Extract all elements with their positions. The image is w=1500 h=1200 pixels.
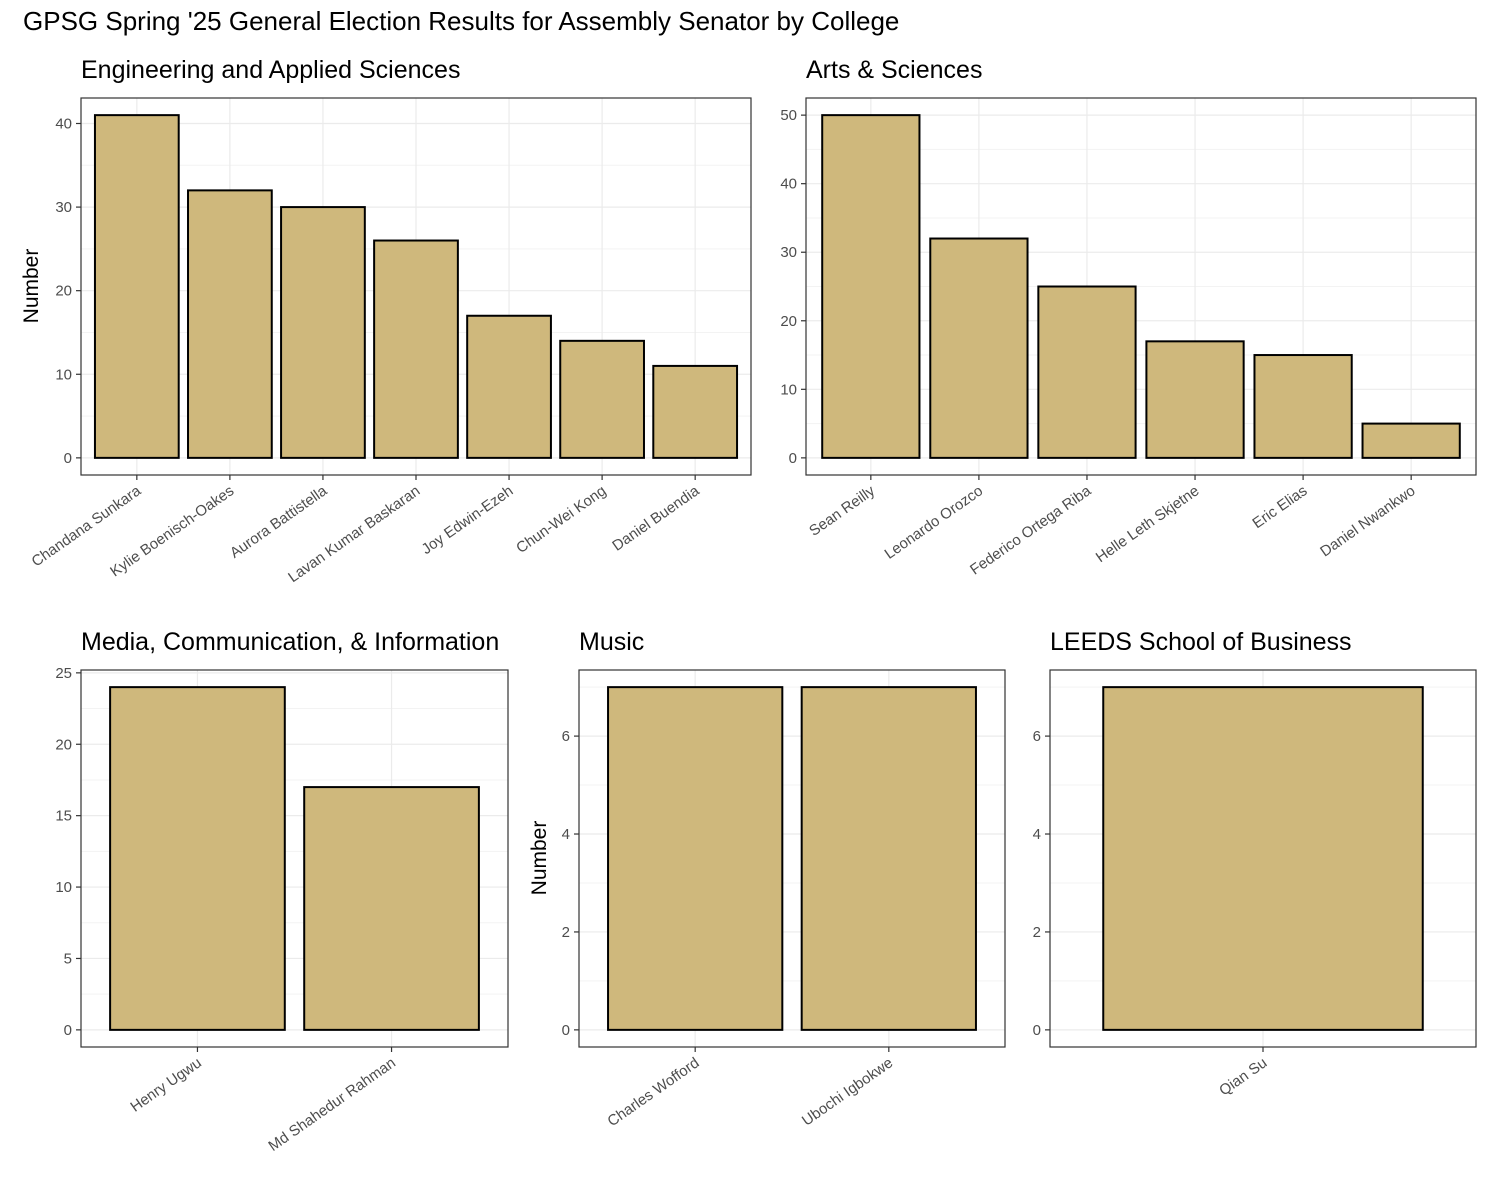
y-tick-label: 4 (562, 826, 570, 843)
y-tick-label: 30 (780, 244, 797, 261)
panel-title-leeds: LEEDS School of Business (1050, 628, 1352, 656)
bar (821, 114, 921, 459)
y-tick-label: 15 (55, 808, 72, 825)
bar (800, 686, 977, 1031)
y-tick-label: 10 (780, 381, 797, 398)
bar (1145, 340, 1245, 459)
y-tick-label: 0 (64, 450, 72, 467)
bar (466, 314, 552, 459)
figure-title: GPSG Spring '25 General Election Results… (23, 6, 900, 36)
bar (303, 786, 480, 1031)
y-tick-label: 0 (789, 450, 797, 467)
bar (1253, 354, 1353, 459)
bar (1037, 285, 1137, 459)
bar (1102, 686, 1424, 1031)
y-tick-label: 0 (1033, 1022, 1041, 1039)
y-tick-label: 10 (55, 879, 72, 896)
y-tick-label: 4 (1033, 826, 1041, 843)
panel-border (578, 669, 1006, 1048)
y-tick-label: 2 (1033, 924, 1041, 941)
y-tick-label: 40 (780, 176, 797, 193)
y-tick-label: 50 (780, 107, 797, 124)
y-tick-label: 0 (64, 1022, 72, 1039)
y-tick-label: 25 (55, 665, 72, 682)
bar (373, 239, 459, 459)
y-tick-label: 40 (55, 115, 72, 132)
bar (280, 206, 366, 459)
y-tick-label: 6 (562, 728, 570, 745)
panel-title-music: Music (579, 628, 645, 656)
y-tick-label: 10 (55, 366, 72, 383)
y-tick-label: 20 (55, 283, 72, 300)
y-tick-label: 2 (562, 924, 570, 941)
bar (109, 686, 286, 1031)
panel-title-engineering: Engineering and Applied Sciences (81, 56, 461, 84)
panel-title-media: Media, Communication, & Information (81, 628, 500, 656)
y-tick-label: 30 (55, 199, 72, 216)
y-tick-label: 20 (780, 313, 797, 330)
bar (187, 189, 273, 459)
y-tick-label: 20 (55, 736, 72, 753)
bar (1361, 422, 1461, 459)
bar (607, 686, 784, 1031)
bar (929, 237, 1029, 459)
panel-title-arts-sciences: Arts & Sciences (806, 56, 983, 84)
y-tick-label: 0 (562, 1022, 570, 1039)
y-tick-label: 5 (64, 950, 72, 967)
bar (559, 339, 645, 459)
panel-border (805, 97, 1477, 476)
bar (93, 114, 180, 459)
y-tick-label: 6 (1033, 728, 1041, 745)
x-tick-label: Qian Su (1216, 1054, 1270, 1099)
panel-border (80, 669, 509, 1048)
bar (652, 364, 739, 459)
